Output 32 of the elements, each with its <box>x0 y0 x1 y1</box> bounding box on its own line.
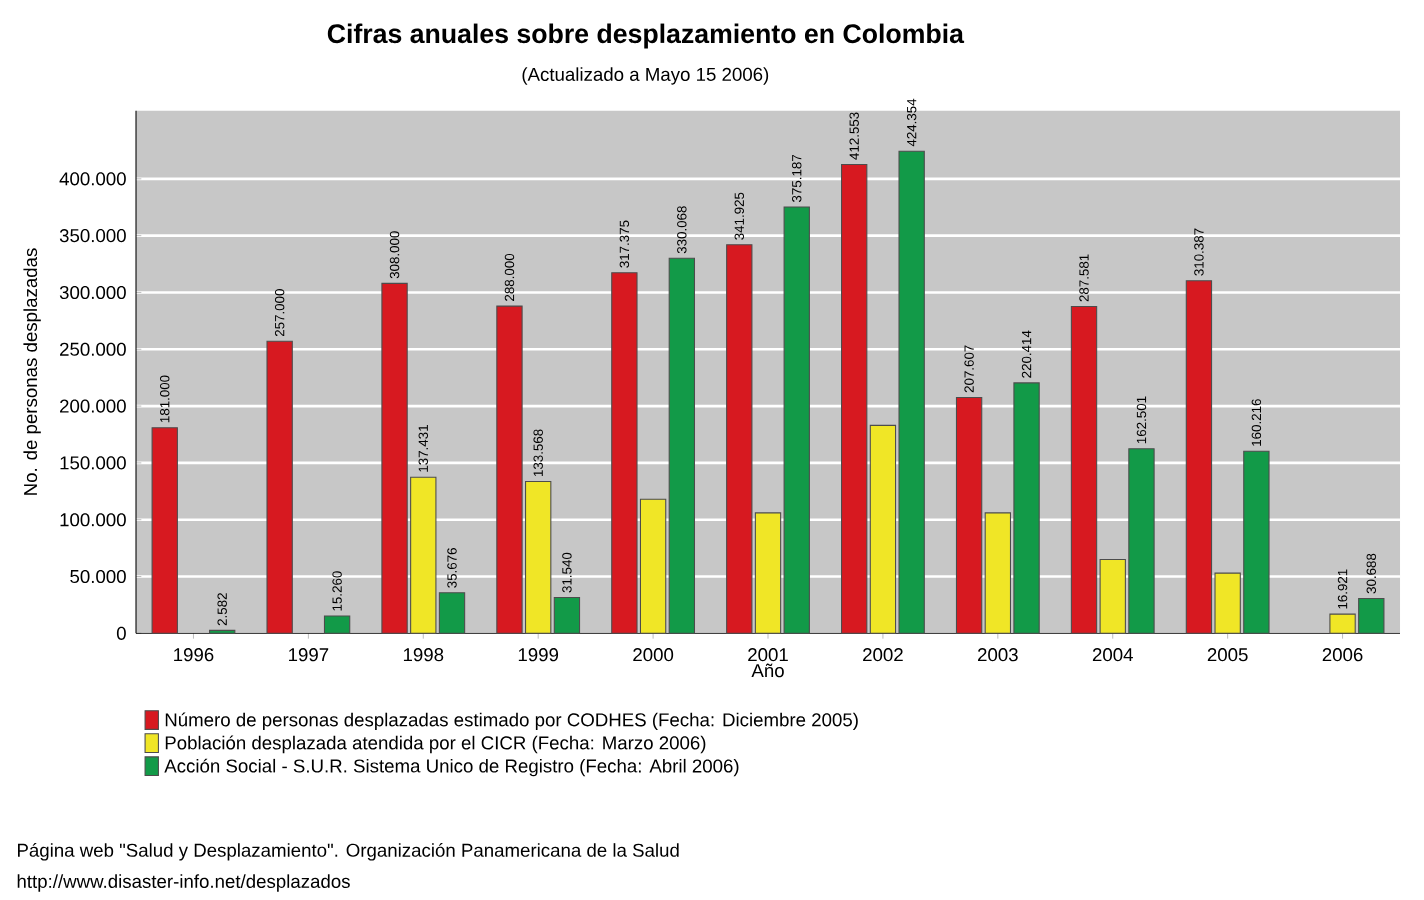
x-tick-label: 1996 <box>174 648 214 662</box>
x-tick-label: 2002 <box>863 648 903 662</box>
y-tick-label: 0 <box>116 626 126 640</box>
bar <box>266 340 293 634</box>
text: http://www.disaster-info.net/desplazados <box>17 874 350 892</box>
x-tick-label: 1999 <box>518 648 559 662</box>
x-tick-label: 1998 <box>403 648 444 662</box>
x-tick-label: 2005 <box>1207 648 1248 662</box>
y-tick-label: 350.000 <box>59 229 126 243</box>
y-tick-label: 250.000 <box>60 342 126 356</box>
x-tick-label: 2004 <box>1092 648 1133 662</box>
y-tick-label: 150.000 <box>60 456 126 470</box>
y-tick-label: 400.000 <box>59 172 126 186</box>
x-tick-label: 2000 <box>633 648 674 662</box>
x-tick-label: 2001 <box>748 648 788 662</box>
text: Página web "Salud y Desplazamiento". Organización Panamericana de la Salud <box>18 842 679 861</box>
x-tick-label: 2003 <box>977 648 1018 662</box>
x-axis-title: Año <box>751 663 784 678</box>
chart-title: Cifras anuales sobre desplazamiento en Colombia <box>327 23 965 49</box>
y-tick-label: 200.000 <box>60 399 126 413</box>
legend-label: Acción Social - S.U.R. Sistema Unico de Registro (Fecha: Abril 2006) <box>164 758 739 777</box>
y-axis-title: No. de personas desplazadas <box>23 248 41 495</box>
legend-label: Número de personas desplazadas estimado por CODHES (Fecha: Diciembre 2005) <box>165 712 858 731</box>
chart-subtitle: (Actualizado a Mayo 15 2006) <box>522 67 769 85</box>
y-tick-label: 100.000 <box>60 513 126 527</box>
x-tick-label: 1997 <box>289 648 329 662</box>
legend-label: Población desplazada atendida por el CICR (Fecha: Marzo 2006) <box>165 735 706 754</box>
bar <box>151 427 178 634</box>
y-tick-label: 50.000 <box>70 569 126 584</box>
y-tick-label: 300.000 <box>59 285 126 300</box>
x-tick-label: 2006 <box>1322 648 1363 662</box>
bar <box>323 615 351 634</box>
